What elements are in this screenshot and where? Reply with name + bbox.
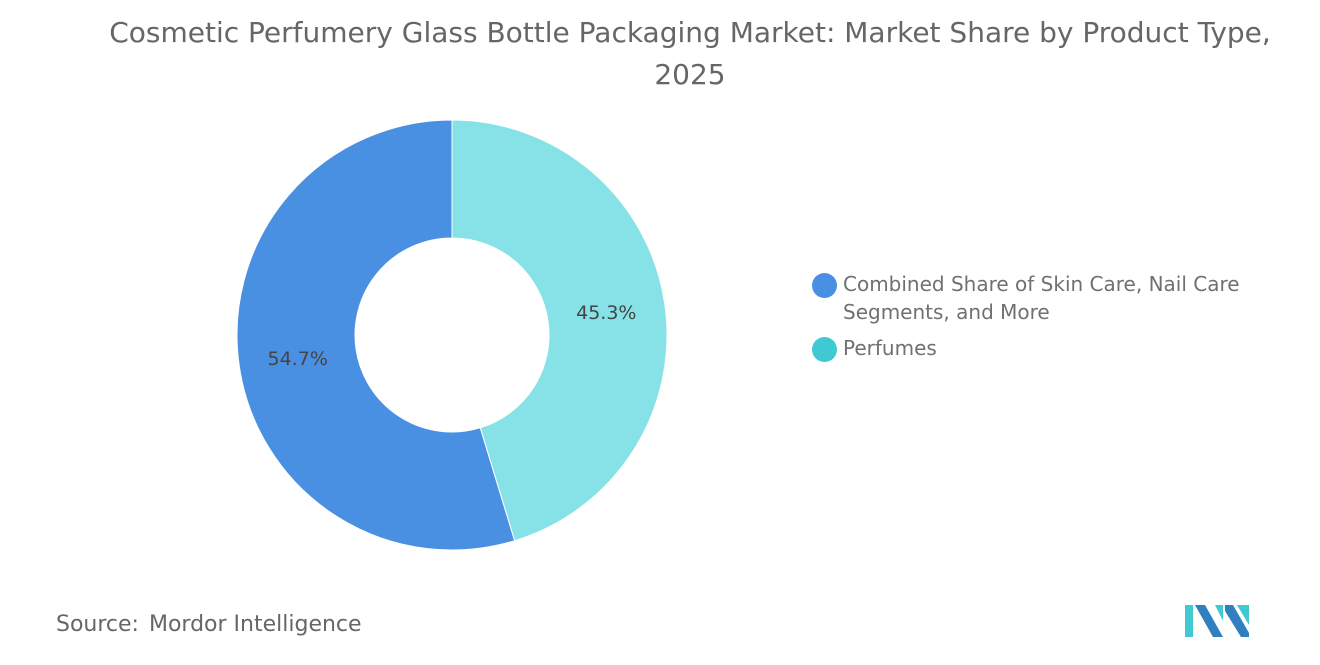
legend-label: Perfumes <box>843 336 937 360</box>
legend-swatch <box>812 273 837 298</box>
mordor-logo <box>1185 605 1249 637</box>
source: Source: Mordor Intelligence <box>56 612 362 637</box>
source-value: Mordor Intelligence <box>148 612 362 637</box>
source-label: Source: <box>56 612 139 637</box>
legend-item-perfumes[interactable]: Perfumes <box>812 334 1262 362</box>
legend: Combined Share of Skin Care, Nail Care S… <box>812 270 1262 370</box>
legend-label: Combined Share of Skin Care, Nail Care S… <box>843 272 1240 324</box>
legend-swatch <box>812 337 837 362</box>
chart-title: Cosmetic Perfumery Glass Bottle Packagin… <box>109 16 1271 91</box>
data-label: 45.3% <box>576 302 636 324</box>
legend-item-combined[interactable]: Combined Share of Skin Care, Nail Care S… <box>812 270 1262 326</box>
data-label: 54.7% <box>268 348 328 370</box>
slice-perfumes <box>451 119 668 542</box>
slice-combined <box>236 119 516 551</box>
